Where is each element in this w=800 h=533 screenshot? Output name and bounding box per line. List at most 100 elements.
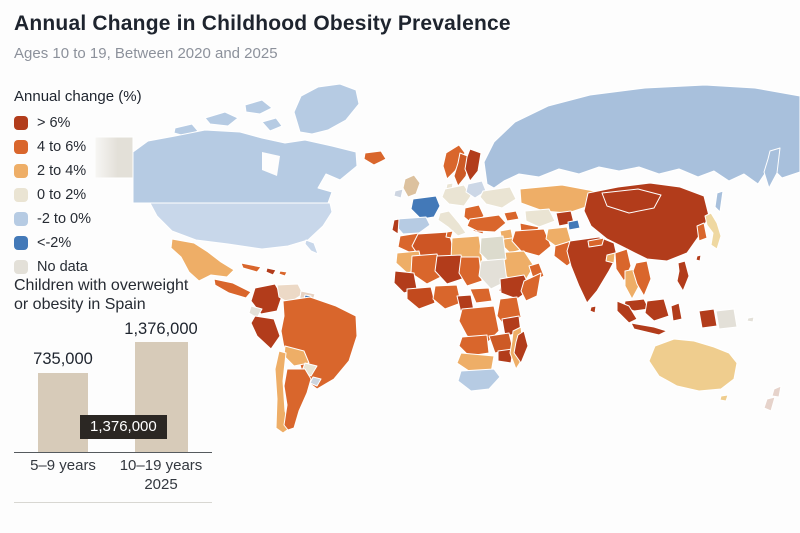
region-arctic-island[interactable] xyxy=(204,111,239,127)
region-zimbabwe[interactable] xyxy=(497,348,514,364)
x-axis-year-label: 2025 xyxy=(144,476,178,493)
region-france[interactable] xyxy=(410,195,441,220)
region-peru[interactable] xyxy=(250,315,281,350)
region-greenland[interactable] xyxy=(293,83,360,135)
region-russia[interactable] xyxy=(483,84,800,189)
region-sakhalin[interactable] xyxy=(714,190,724,213)
region-ireland[interactable] xyxy=(393,188,404,199)
bar-chart-title: Children with overweight or obesity in S… xyxy=(14,277,189,313)
region-new-zealand[interactable] xyxy=(763,385,782,412)
region-mexico[interactable] xyxy=(170,238,235,282)
region-usa[interactable] xyxy=(149,202,333,255)
x-tick-10-19-years: 10–19 years xyxy=(119,457,203,474)
region-venezuela[interactable] xyxy=(276,283,304,304)
region-niger[interactable] xyxy=(434,254,466,285)
bar-value-label-5-9: 735,000 xyxy=(33,350,93,368)
region-poland[interactable] xyxy=(465,180,487,199)
x-tick-5-9-years: 5–9 years xyxy=(30,457,96,474)
region-iceland[interactable] xyxy=(363,150,387,166)
region-philippines[interactable] xyxy=(676,260,690,292)
region-caucasus[interactable] xyxy=(503,210,520,222)
region-borneo[interactable] xyxy=(644,298,670,322)
x-axis-line xyxy=(14,452,212,453)
region-ukraine[interactable] xyxy=(479,186,517,209)
region-uzbekistan[interactable] xyxy=(524,208,556,228)
region-canada[interactable] xyxy=(132,129,358,204)
region-java[interactable] xyxy=(630,322,668,336)
bar-tooltip: 1,376,000 xyxy=(80,415,167,439)
region-argentina[interactable] xyxy=(283,368,312,431)
region-spain[interactable] xyxy=(395,216,431,235)
region-brazil[interactable] xyxy=(280,296,358,390)
legend-swatch-icon xyxy=(14,116,28,130)
legend-item: -2 to 0% xyxy=(14,211,142,227)
region-japan[interactable] xyxy=(704,212,722,250)
region-south-korea[interactable] xyxy=(696,222,708,242)
region-central-america[interactable] xyxy=(213,278,252,299)
region-tasmania[interactable] xyxy=(719,394,729,402)
region-sumatra[interactable] xyxy=(616,300,638,324)
region-mali[interactable] xyxy=(410,253,444,285)
bar-5-9-years[interactable] xyxy=(38,373,88,452)
region-kamchatka[interactable] xyxy=(763,147,781,189)
legend-item: 2 to 4% xyxy=(14,163,142,179)
region-chad[interactable] xyxy=(458,256,483,287)
region-finland[interactable] xyxy=(464,148,482,182)
bottom-divider xyxy=(14,502,212,503)
header: Annual Change in Childhood Obesity Preva… xyxy=(14,12,511,62)
region-arctic-island[interactable] xyxy=(261,117,283,132)
region-hispaniola[interactable] xyxy=(265,267,277,276)
region-south-africa[interactable] xyxy=(457,368,501,392)
region-chile[interactable] xyxy=(274,350,291,434)
region-australia[interactable] xyxy=(648,338,738,392)
region-portugal[interactable] xyxy=(391,218,400,235)
lake-balkhash[interactable] xyxy=(567,219,581,231)
region-west-papua[interactable] xyxy=(698,308,718,329)
legend-item-label: 0 to 2% xyxy=(37,187,87,203)
region-antilles[interactable] xyxy=(278,270,288,277)
region-taiwan[interactable] xyxy=(695,254,702,262)
legend-item-label: No data xyxy=(37,259,88,275)
region-papua-new-guinea[interactable] xyxy=(715,308,738,330)
page-title: Annual Change in Childhood Obesity Preva… xyxy=(14,12,511,35)
legend-swatch-icon xyxy=(14,188,28,202)
region-arctic-island[interactable] xyxy=(244,99,273,115)
spain-bar-chart: Children with overweight or obesity in S… xyxy=(14,276,224,526)
region-sulawesi[interactable] xyxy=(670,302,683,322)
region-uruguay[interactable] xyxy=(309,376,322,387)
region-vietnam[interactable] xyxy=(632,260,652,297)
region-ghana[interactable] xyxy=(406,286,436,310)
region-nepal[interactable] xyxy=(587,237,605,248)
legend-swatch-icon xyxy=(14,260,28,274)
region-nigeria[interactable] xyxy=(432,284,462,310)
region-germany[interactable] xyxy=(441,184,472,207)
region-turkey[interactable] xyxy=(466,214,507,233)
region-somalia[interactable] xyxy=(520,272,542,302)
bar-value-label-10-19: 1,376,000 xyxy=(124,320,198,338)
map-left-fade xyxy=(88,130,118,185)
legend-swatch-icon xyxy=(14,236,28,250)
legend-items: > 6% 4 to 6% 2 to 4% 0 to 2% -2 to 0% <-2% No … xyxy=(14,115,142,275)
legend-item: No data xyxy=(14,259,142,275)
region-central-african-republic[interactable] xyxy=(469,287,493,304)
region-colombia[interactable] xyxy=(250,283,283,315)
legend-item-label: -2 to 0% xyxy=(37,211,91,227)
region-kazakhstan[interactable] xyxy=(519,184,595,214)
legend-item: 0 to 2% xyxy=(14,187,142,203)
region-sri-lanka[interactable] xyxy=(589,305,597,314)
region-bangladesh[interactable] xyxy=(605,252,616,264)
legend-item: > 6% xyxy=(14,115,142,131)
region-madagascar[interactable] xyxy=(513,330,529,364)
legend-item-label: > 6% xyxy=(37,115,71,131)
region-pacific-islands[interactable] xyxy=(746,316,755,323)
region-italy[interactable] xyxy=(437,210,467,237)
region-tunisia[interactable] xyxy=(445,230,454,239)
legend-item-label: 2 to 4% xyxy=(37,163,87,179)
region-iran[interactable] xyxy=(511,228,552,257)
region-mongolia[interactable] xyxy=(601,188,662,214)
legend-swatch-icon xyxy=(14,164,28,178)
region-cuba[interactable] xyxy=(240,262,262,273)
region-united-kingdom[interactable] xyxy=(402,174,421,198)
region-india[interactable] xyxy=(566,236,618,304)
